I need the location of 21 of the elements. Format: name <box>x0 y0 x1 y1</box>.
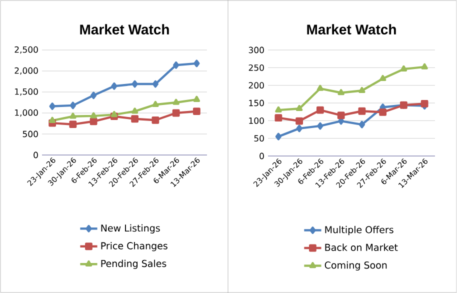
legend-label: Pending Sales <box>101 260 166 269</box>
chart-title: Market Watch <box>80 24 169 34</box>
y-tick-label: 250 <box>248 64 264 71</box>
chart-title: Market Watch <box>307 24 396 34</box>
y-tick-label: 150 <box>249 100 264 106</box>
y-tick-label: 0 <box>34 152 38 158</box>
y-tick-label: 2,500 <box>14 46 38 54</box>
y-tick-label: 500 <box>22 130 38 138</box>
y-tick-label: 1,500 <box>15 88 38 96</box>
y-tick-label: 50 <box>254 135 264 142</box>
legend-label: Price Changes <box>101 242 168 252</box>
y-tick-label: 300 <box>248 46 264 54</box>
legend-label: New Listings <box>101 224 160 234</box>
legend-label: Coming Soon <box>324 261 387 271</box>
y-tick-label: 2,000 <box>14 67 38 75</box>
y-tick-label: 0 <box>260 152 264 160</box>
legend-label: Multiple Offers <box>325 226 394 236</box>
y-tick-label: 100 <box>249 117 264 124</box>
legend-label: Back on Market <box>325 244 398 251</box>
y-tick-label: 200 <box>248 82 264 89</box>
y-tick-label: 1,000 <box>15 109 38 117</box>
